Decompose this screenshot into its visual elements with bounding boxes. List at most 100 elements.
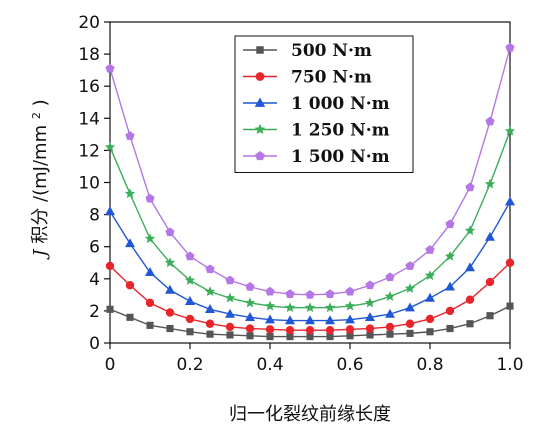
data-point bbox=[325, 325, 335, 335]
data-point bbox=[304, 302, 316, 313]
x-tick-label: 1.0 bbox=[496, 355, 523, 375]
series-layer bbox=[104, 42, 516, 341]
data-point bbox=[285, 315, 295, 325]
data-point bbox=[144, 233, 156, 244]
legend-box bbox=[234, 35, 414, 173]
data-point bbox=[105, 206, 115, 216]
x-tick-label: 0.6 bbox=[336, 355, 363, 375]
y-tick-label: 0 bbox=[89, 334, 100, 354]
data-point bbox=[265, 325, 275, 334]
data-point bbox=[504, 125, 516, 136]
legend: 500 N·m 750 N·m 1 000 N·m 1 250 N·m 1 500 N·… bbox=[234, 35, 414, 173]
data-point bbox=[425, 292, 435, 302]
y-tick-label: 18 bbox=[78, 45, 100, 65]
data-point bbox=[225, 308, 235, 318]
data-point bbox=[425, 314, 435, 324]
data-point bbox=[345, 286, 355, 296]
data-point bbox=[425, 245, 435, 254]
data-point bbox=[285, 289, 295, 298]
data-point bbox=[406, 329, 414, 337]
x-axis-title: 归一化裂纹前缘长度 bbox=[229, 404, 391, 425]
data-point bbox=[365, 324, 375, 333]
data-point bbox=[266, 333, 274, 341]
data-point bbox=[305, 315, 315, 325]
y-tick-label: 14 bbox=[78, 109, 100, 129]
data-point bbox=[205, 319, 215, 328]
data-point bbox=[145, 298, 155, 308]
data-point bbox=[125, 238, 135, 248]
data-point bbox=[404, 282, 416, 293]
data-point bbox=[264, 300, 276, 311]
data-point bbox=[125, 281, 135, 290]
data-point bbox=[464, 225, 476, 236]
data-point bbox=[105, 63, 115, 73]
data-point bbox=[254, 97, 266, 107]
data-point bbox=[166, 324, 174, 333]
data-point bbox=[185, 251, 195, 261]
data-point bbox=[225, 275, 235, 285]
data-point bbox=[306, 333, 314, 341]
data-point bbox=[244, 297, 256, 308]
data-point bbox=[184, 274, 196, 285]
data-point bbox=[226, 331, 234, 339]
data-point bbox=[445, 281, 455, 291]
data-point bbox=[465, 182, 475, 192]
data-point bbox=[465, 295, 475, 304]
data-point bbox=[426, 328, 434, 336]
data-point bbox=[104, 141, 116, 152]
y-tick-label: 8 bbox=[89, 206, 100, 226]
legend-entry: 1 500 N·m bbox=[243, 147, 390, 167]
data-point bbox=[245, 282, 255, 291]
data-point bbox=[225, 322, 235, 332]
legend-label: 1 250 N·m bbox=[291, 121, 390, 141]
data-point bbox=[165, 284, 175, 294]
data-point bbox=[284, 302, 296, 313]
data-point bbox=[186, 328, 194, 336]
data-point bbox=[125, 131, 135, 140]
x-tick-label: 0.8 bbox=[416, 355, 443, 375]
data-point bbox=[245, 312, 255, 321]
y-tick-label: 20 bbox=[78, 13, 100, 33]
data-point bbox=[126, 313, 134, 321]
axis-titles: 归一化裂纹前缘长度 J 积分 /(mJ/mm 2 ) bbox=[30, 99, 392, 425]
data-point bbox=[365, 280, 375, 290]
data-point bbox=[405, 261, 415, 270]
data-point bbox=[286, 333, 294, 341]
data-point bbox=[505, 258, 515, 267]
data-point bbox=[246, 332, 254, 340]
data-point bbox=[485, 277, 495, 287]
y-tick-label: 2 bbox=[89, 302, 100, 322]
x-tick-label: 0.4 bbox=[256, 355, 283, 375]
data-point bbox=[325, 315, 335, 325]
series-4 bbox=[104, 125, 516, 313]
data-point bbox=[205, 264, 215, 274]
legend-label: 1 000 N·m bbox=[291, 94, 390, 114]
data-point bbox=[145, 267, 155, 277]
y-axis-title-superscript: 2 bbox=[30, 112, 43, 119]
x-tick-label: 0.2 bbox=[176, 355, 203, 375]
legend-entry: 750 N·m bbox=[243, 68, 372, 88]
data-point bbox=[206, 330, 214, 338]
data-point bbox=[465, 262, 475, 272]
data-point bbox=[305, 290, 315, 299]
data-point bbox=[145, 193, 155, 203]
data-point bbox=[505, 42, 515, 52]
data-point bbox=[484, 178, 496, 189]
data-point bbox=[345, 314, 355, 324]
series-5 bbox=[105, 42, 515, 299]
data-point bbox=[385, 272, 395, 282]
data-point bbox=[366, 331, 374, 339]
data-point bbox=[325, 289, 335, 298]
data-point bbox=[446, 324, 454, 333]
data-point bbox=[486, 312, 494, 320]
data-point bbox=[466, 320, 474, 328]
data-point bbox=[384, 291, 396, 301]
y-axis-title-main: 积分 /(mJ/mm bbox=[30, 125, 51, 244]
data-point bbox=[224, 292, 236, 303]
data-point bbox=[405, 319, 415, 328]
legend-entry: 1 250 N·m bbox=[243, 121, 390, 141]
data-point bbox=[385, 322, 395, 332]
y-axis-title-italic-j: J bbox=[30, 248, 51, 261]
data-point bbox=[305, 325, 315, 335]
